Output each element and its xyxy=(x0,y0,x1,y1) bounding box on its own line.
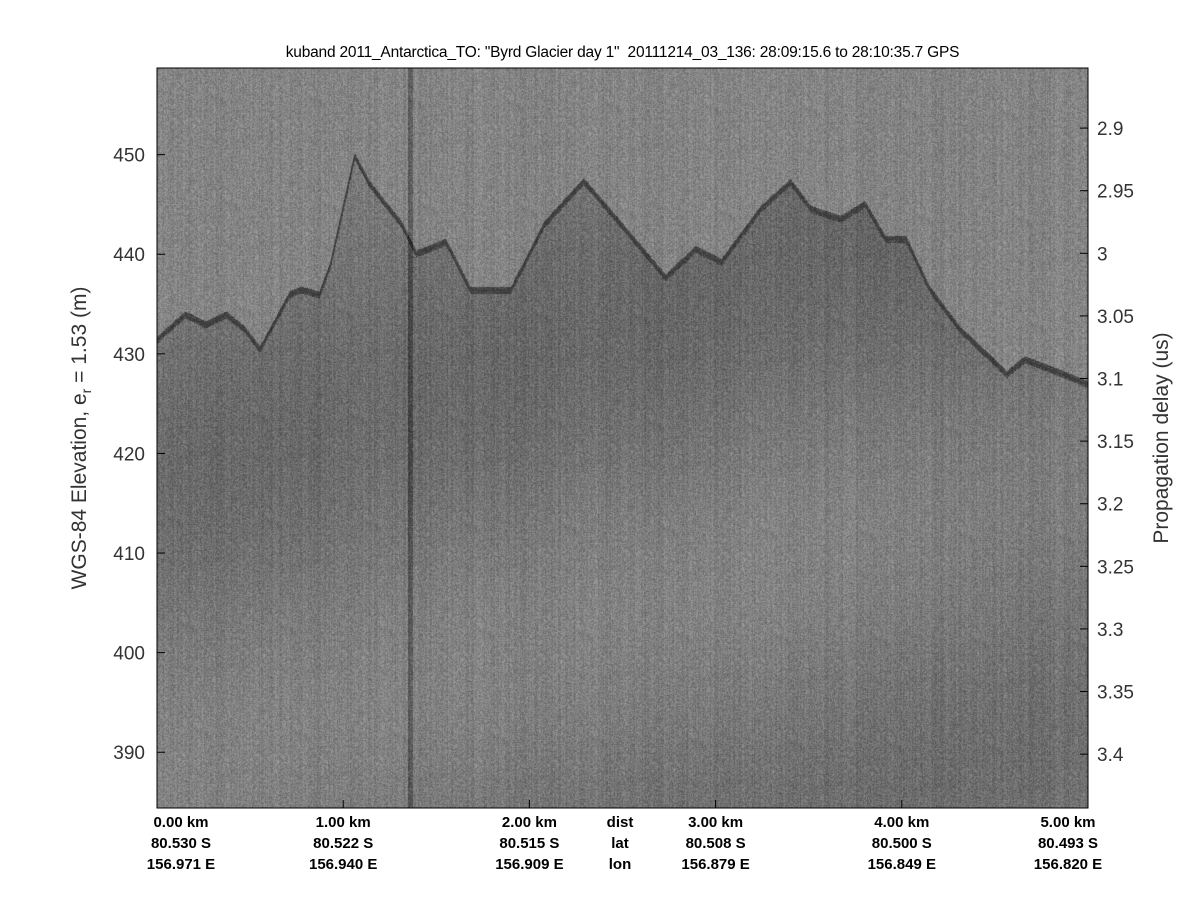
y2-tick-label: 3.1 xyxy=(1097,370,1123,391)
x-lat-label: 80.515 S xyxy=(499,835,560,852)
surface-line xyxy=(156,154,1089,386)
x-lat-label: 80.522 S xyxy=(313,835,374,852)
x-axis-ticks xyxy=(156,800,1089,808)
y2-tick-label: 3.15 xyxy=(1097,432,1134,453)
y2-tick-label: 2.9 xyxy=(1097,119,1123,140)
x-lat-label: 80.530 S xyxy=(150,835,212,852)
x-dist-label: 5.00 km xyxy=(1040,814,1096,831)
x-tick-label-group: 1.00 km 80.522 S 156.940 E xyxy=(309,812,377,875)
x-tick-label-group: 2.00 km 80.515 S 156.909 E xyxy=(495,812,563,875)
x-dist-label: 2.00 km xyxy=(501,814,557,831)
x-dist-label: 1.00 km xyxy=(315,814,371,831)
row-header-dist: dist xyxy=(606,814,634,831)
x-lat-label: 80.500 S xyxy=(871,835,932,852)
y-axis-left: 390 400 410 420 430 440 450 xyxy=(113,146,165,764)
surface-layer xyxy=(156,154,1089,386)
x-lon-label: 156.820 E xyxy=(1033,856,1103,873)
y-tick-label: 390 xyxy=(113,743,145,764)
x-lat-label: 80.493 S xyxy=(1037,835,1099,852)
x-dist-label: 3.00 km xyxy=(688,814,744,831)
y-tick-label: 440 xyxy=(113,245,145,266)
x-lon-label: 156.909 E xyxy=(495,856,564,873)
echogram-image xyxy=(157,68,1088,808)
y2-tick-label: 3.4 xyxy=(1097,745,1124,766)
y2-tick-label: 3.35 xyxy=(1097,683,1134,704)
y2-axis-label: Propagation delay (us) xyxy=(1150,332,1173,543)
x-lon-label: 156.971 E xyxy=(146,856,216,873)
x-lat-label: 80.508 S xyxy=(685,835,746,852)
y-tick-label: 430 xyxy=(113,345,145,366)
y-axis-right: 2.9 2.95 3 3.05 3.1 3.15 3.2 3.25 3.3 3.35 3.4 xyxy=(1080,119,1134,766)
plot-frame xyxy=(156,67,1089,809)
x-dist-label: 0.00 km xyxy=(153,814,209,831)
y-tick-label: 420 xyxy=(113,444,145,465)
y2-tick-label: 3.25 xyxy=(1097,557,1134,578)
x-tick-label-group: 5.00 km 80.493 S 156.820 E xyxy=(1034,812,1102,875)
plot-area xyxy=(157,68,1088,808)
y-tick-label: 400 xyxy=(113,644,145,665)
y2-tick-label: 3.2 xyxy=(1097,495,1123,516)
x-tick-label-group: 0.00 km 80.530 S 156.971 E xyxy=(147,812,215,875)
y-tick-label: 450 xyxy=(113,146,145,167)
y2-tick-label: 3.3 xyxy=(1097,620,1123,641)
x-tick-label-group: 3.00 km 80.508 S 156.879 E xyxy=(681,812,749,875)
x-lon-label: 156.940 E xyxy=(308,856,378,873)
y2-tick-label: 3 xyxy=(1097,244,1108,265)
y2-tick-label: 3.05 xyxy=(1097,307,1134,328)
y-tick-label: 410 xyxy=(113,544,145,565)
y-axis-label: WGS-84 Elevation, er = 1.53 (m) xyxy=(68,287,94,590)
x-dist-label: 4.00 km xyxy=(874,814,930,831)
row-header-lat: lat xyxy=(611,835,629,852)
x-tick-label-group: 4.00 km 80.500 S 156.849 E xyxy=(868,812,936,875)
x-lon-label: 156.879 E xyxy=(681,856,750,873)
x-row-headers: dist lat lon xyxy=(607,812,634,875)
x-lon-label: 156.849 E xyxy=(867,856,936,873)
chart-title: kuband 2011_Antarctica_TO: "Byrd Glacier… xyxy=(285,44,960,61)
row-header-lon: lon xyxy=(608,856,632,873)
y2-tick-label: 2.95 xyxy=(1097,182,1134,203)
